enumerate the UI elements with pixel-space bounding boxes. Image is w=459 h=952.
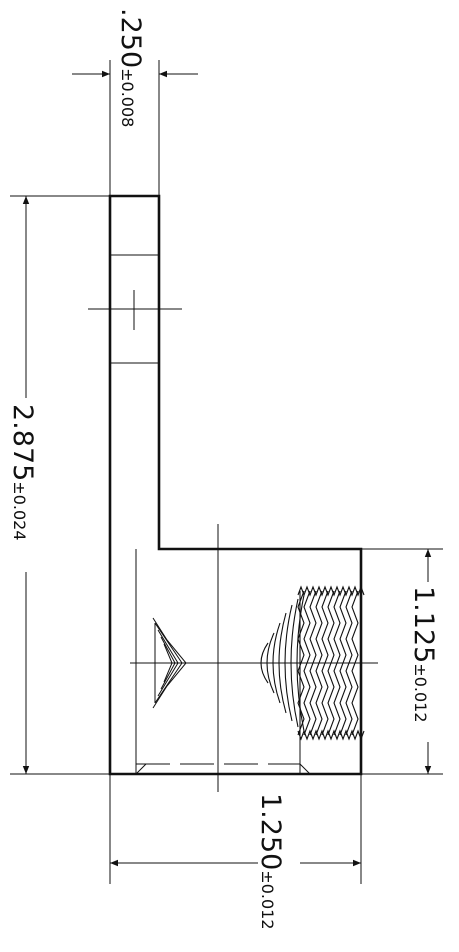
dim-overall-height <box>10 195 110 775</box>
drill-point-feature <box>152 617 187 709</box>
dim-bottom-width <box>109 774 362 884</box>
dim-block-height <box>361 548 443 775</box>
tab-feature-lines <box>110 254 159 364</box>
center-lines <box>88 290 378 792</box>
dim-bottom-width-label: 1.250±0.012 <box>255 793 286 930</box>
dim-overall-height-label: 2.875±0.024 <box>7 404 38 541</box>
dim-top-width-label: .250±0.008 <box>115 8 146 127</box>
dim-top-width <box>72 60 198 196</box>
hidden-lines <box>135 549 311 775</box>
dim-block-height-label: 1.125±0.012 <box>408 586 439 723</box>
threaded-hole <box>260 585 365 741</box>
part-outline <box>108 194 363 776</box>
